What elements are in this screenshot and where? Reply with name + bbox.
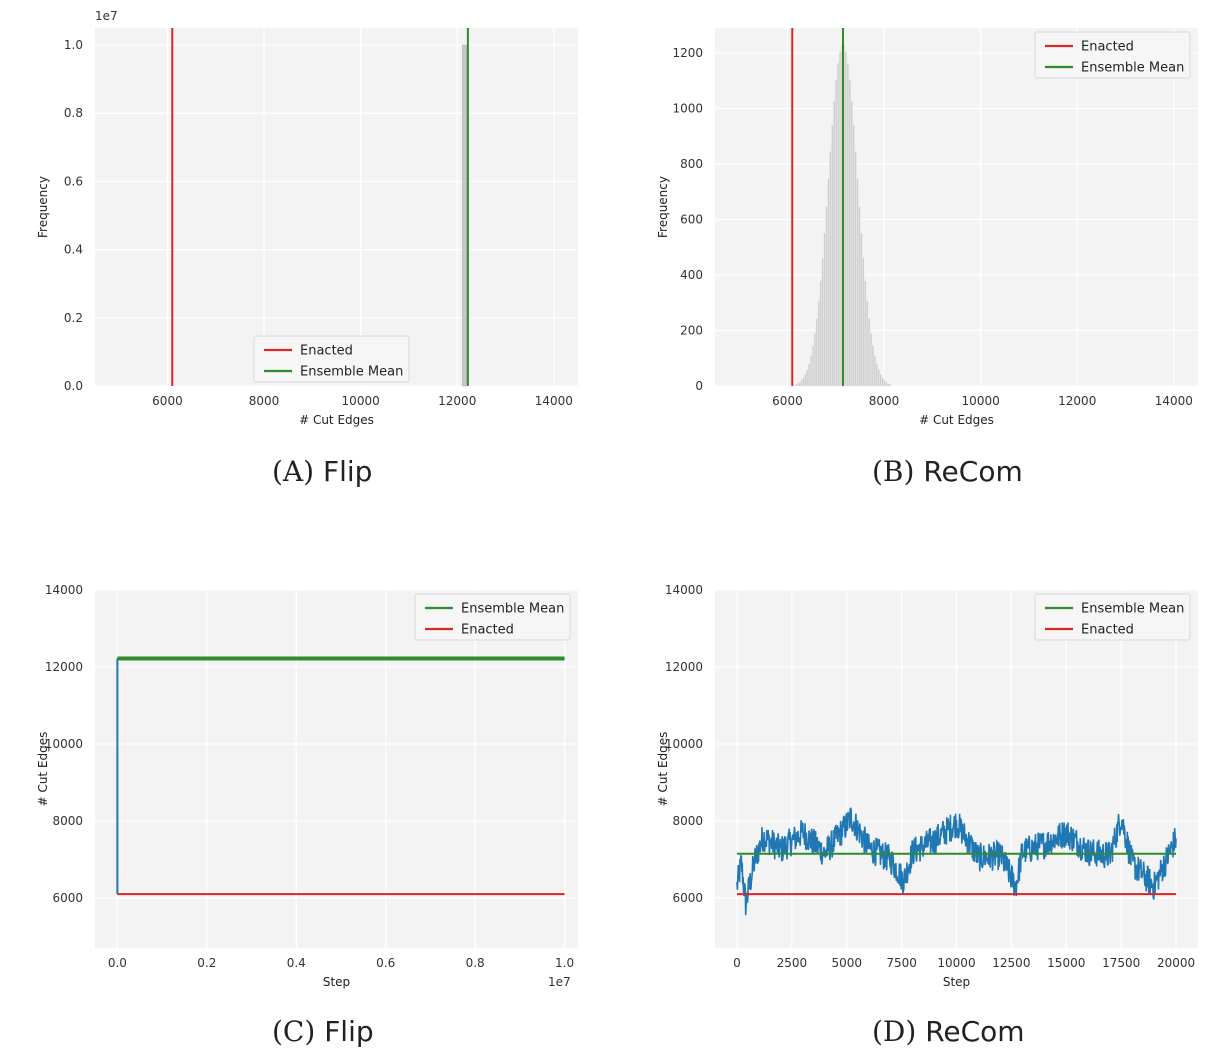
x-axis-label: # Cut Edges [919,413,994,427]
y-tick-label: 400 [680,268,703,282]
y-tick-label: 0 [695,379,703,393]
chart-b: 6000 8000 10000 12000 14000 0 200 400 600 800 1000… [656,28,1198,427]
caption-a: (A) Flip [272,455,372,488]
legend-box [414,593,571,641]
caption-b-label: (B) [872,455,915,488]
x-tick-label: 12000 [1058,394,1096,408]
x-axis-label: # Cut Edges [299,413,374,427]
y-tick-label: 12000 [665,660,703,674]
y-tick-label: 0.2 [64,311,83,325]
y-axis-label: # Cut Edges [36,732,50,807]
legend-label: Ensemble Mean [1081,602,1184,617]
y-axis-label: Frequency [656,176,670,238]
caption-b: (B) ReCom [872,455,1023,488]
y-tick-label: 1200 [672,46,703,60]
x-tick-label: 5000 [831,956,862,970]
x-tick-label: 12000 [438,394,476,408]
caption-c: (C) Flip [272,1015,374,1048]
y-offset-label: 1e7 [95,9,118,23]
y-tick-label: 12000 [45,660,83,674]
x-tick-label: 1.0 [555,956,574,970]
x-tick-label: 10000 [342,394,380,408]
x-tick-label: 0.2 [197,956,216,970]
legend-a: Enacted Ensemble Mean [253,335,410,383]
legend-label: Ensemble Mean [300,365,403,380]
x-tick-label: 14000 [1155,394,1193,408]
y-axis-label: Frequency [36,176,50,238]
y-tick-label: 200 [680,323,703,337]
legend-label: Enacted [1081,40,1134,55]
y-tick-label: 1.0 [64,38,83,52]
chart-a: 6000 8000 10000 12000 14000 0.0 0.2 0.4 0.6 0.8 1.… [36,9,578,427]
x-tick-label: 8000 [869,394,900,408]
chart-d: 0 2500 5000 7500 10000 12500 15000 17500 20000 60… [656,583,1198,989]
legend-box [253,335,410,383]
x-tick-label: 14000 [535,394,573,408]
legend-label: Enacted [461,623,514,638]
y-tick-label: 6000 [672,891,703,905]
y-tick-label: 14000 [665,583,703,597]
x-tick-label: 2500 [777,956,808,970]
legend-box [1034,31,1191,79]
caption-b-name: ReCom [923,455,1023,488]
y-tick-label: 1000 [672,101,703,115]
y-tick-label: 0.4 [64,243,83,257]
x-tick-label: 8000 [249,394,280,408]
x-tick-label: 20000 [1157,956,1195,970]
legend-label: Ensemble Mean [1081,61,1184,76]
x-tick-label: 0.8 [466,956,485,970]
caption-d-label: (D) [872,1015,917,1048]
legend-b: Enacted Ensemble Mean [1034,31,1191,79]
y-tick-label: 800 [680,157,703,171]
y-tick-label: 6000 [52,891,83,905]
plot-area-a [95,28,578,386]
legend-c: Ensemble Mean Enacted [414,593,571,641]
x-offset-label: 1e7 [548,975,571,989]
y-tick-label: 600 [680,212,703,226]
caption-c-label: (C) [272,1015,316,1048]
x-axis-label: Step [323,975,350,989]
y-tick-label: 0.6 [64,174,83,188]
y-tick-label: 14000 [45,583,83,597]
caption-a-name: Flip [322,455,373,488]
caption-d-name: ReCom [925,1015,1025,1048]
hist-bar [462,44,467,387]
caption-c-name: Flip [324,1015,374,1048]
hist-bar [889,384,892,387]
caption-a-label: (A) [272,455,315,488]
x-tick-label: 0 [733,956,741,970]
x-axis-label: Step [943,975,970,989]
series-line [736,806,1177,916]
y-tick-label: 0.8 [64,106,83,120]
legend-label: Enacted [1081,623,1134,638]
x-tick-label: 15000 [1047,956,1085,970]
x-tick-label: 10000 [937,956,975,970]
y-tick-label: 8000 [52,814,83,828]
y-tick-label: 10000 [45,737,83,751]
x-tick-label: 0.4 [287,956,306,970]
x-tick-label: 12500 [992,956,1030,970]
x-tick-label: 6000 [152,394,183,408]
legend-box [1034,593,1191,641]
x-tick-label: 10000 [962,394,1000,408]
legend-label: Enacted [300,344,353,359]
plot-area-c [95,590,578,948]
x-tick-label: 6000 [772,394,803,408]
y-tick-label: 0.0 [64,379,83,393]
x-tick-label: 7500 [886,956,917,970]
x-tick-label: 0.6 [376,956,395,970]
x-tick-label: 17500 [1102,956,1140,970]
y-tick-label: 10000 [665,737,703,751]
legend-label: Ensemble Mean [461,602,564,617]
y-axis-label: # Cut Edges [656,732,670,807]
plot-area-b [715,28,1198,386]
chart-c: 0.0 0.2 0.4 0.6 0.8 1.0 6000 8000 10000 12000 1400… [36,583,578,989]
x-tick-label: 0.0 [108,956,127,970]
y-tick-label: 8000 [672,814,703,828]
caption-d: (D) ReCom [872,1015,1025,1048]
legend-d: Ensemble Mean Enacted [1034,593,1191,641]
